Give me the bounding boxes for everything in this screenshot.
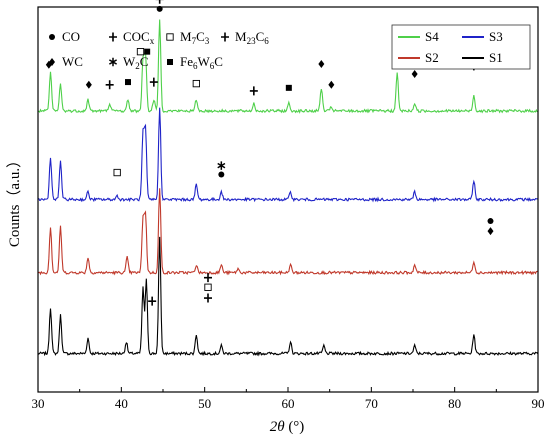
peak-marker-square	[192, 79, 200, 88]
peak-marker-diamond	[487, 227, 494, 236]
phase-legend-filled-square-icon	[167, 59, 173, 65]
series-legend: S1 S2 S3 S4	[391, 24, 531, 70]
phase-legend-label: Fe6W6C	[180, 54, 223, 71]
peak-marker-diamond	[328, 80, 335, 89]
phase-legend-label: M7C3	[180, 29, 210, 46]
peak-marker-filled-square	[144, 48, 151, 55]
peak-marker-star	[217, 161, 226, 170]
x-axis-label: 2θ (°)	[270, 419, 305, 435]
peak-marker-diamond	[411, 69, 418, 78]
series-layer	[37, 19, 539, 357]
peak-marker-cross	[148, 296, 157, 306]
legend-label-s4: S4	[425, 29, 439, 44]
phase-legend-cross-icon	[109, 32, 117, 42]
peak-marker-circle	[218, 171, 225, 178]
peak-marker-diamond	[318, 59, 325, 68]
x-tick-label: 30	[32, 396, 45, 411]
phase-legend-circle-icon	[49, 34, 55, 40]
y-axis-label: Counts（a.u.）	[6, 153, 23, 247]
legend-label-s2: S2	[425, 50, 439, 65]
phase-legend-label: WC	[62, 54, 83, 69]
peak-marker-cross	[155, 0, 164, 4]
x-tick-label: 80	[448, 396, 461, 411]
x-tick-label: 40	[115, 396, 128, 411]
x-tick-label: 50	[198, 396, 211, 411]
x-axis-symbol: 2θ	[270, 419, 286, 435]
peak-marker-square	[136, 48, 145, 56]
peak-marker-square	[113, 168, 121, 177]
x-tick-label: 60	[282, 396, 295, 411]
phase-legend-cross-icon	[221, 32, 229, 42]
legend-label-s3: S3	[489, 29, 503, 44]
peak-marker-filled-square	[285, 84, 292, 91]
phase-legend-square-icon	[166, 33, 174, 41]
phase-legend: CO COCx M7C3 M23C6 WC W2C Fe6W6C	[49, 29, 269, 71]
x-tick-layer: 30 40 50 60 70 80 90	[32, 387, 545, 411]
series-line-s1	[37, 236, 539, 357]
x-tick-label: 70	[365, 396, 378, 411]
phase-legend-label: CO	[62, 29, 80, 44]
phase-legend-label: M23C6	[235, 29, 269, 46]
peak-marker-cross	[105, 80, 114, 90]
series-line-s2	[37, 188, 539, 276]
peak-marker-cross	[249, 86, 258, 96]
series-line-s4	[37, 19, 539, 114]
series-legend-box	[391, 24, 531, 70]
phase-legend-star-icon	[108, 57, 118, 67]
x-axis-unit: (°)	[285, 419, 305, 435]
phase-legend-label: W2C	[123, 54, 148, 71]
peak-marker-filled-square	[125, 79, 131, 86]
peak-marker-cross	[149, 77, 158, 87]
peak-marker-cross	[204, 293, 212, 303]
peak-marker-square	[204, 283, 212, 291]
x-tick-label: 90	[532, 396, 545, 411]
phase-legend-diamond-icon	[49, 58, 55, 66]
peak-marker-circle	[487, 218, 494, 225]
phase-legend-label: COCx	[123, 29, 155, 46]
series-line-s3	[37, 107, 539, 203]
legend-label-s1: S1	[489, 50, 503, 65]
peak-marker-diamond	[85, 80, 92, 89]
peak-marker-cross	[204, 273, 212, 283]
